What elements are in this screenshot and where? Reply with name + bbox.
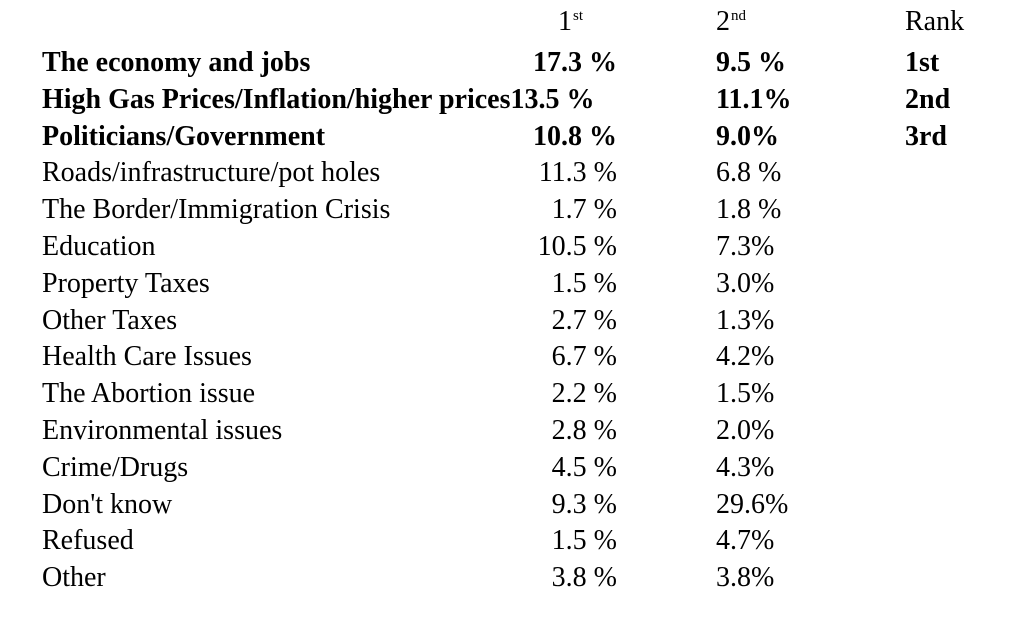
table-row: Environmental issues 2.8 % 2.0% [0,413,1036,449]
table-row: Crime/Drugs 4.5 % 4.3% [0,450,1036,486]
row-label: High Gas Prices/Inflation/higher prices [42,83,511,115]
table-row: The Abortion issue 2.2 % 1.5% [0,376,1036,412]
second-value: 7.3% [716,231,775,262]
first-value: 4.5 % [551,451,617,483]
table-row: The economy and jobs 17.3 % 9.5 % 1st [0,45,1036,81]
second-value: 1.8 % [716,194,782,226]
first-value: 13.5 % [510,83,595,115]
second-value: 1.3% [716,304,775,336]
row-label: Health Care Issues [42,341,252,373]
header-first: 1st [558,4,583,40]
first-value: 9.3 % [551,488,617,520]
second-value: 11.1% [716,83,792,115]
table-row: Education 10.5 % 7.3% [0,229,1036,265]
first-value: 6.7 % [551,341,617,373]
first-value: 1.7 % [551,194,617,226]
row-label: Refused [42,525,134,557]
first-value: 17.3 % [533,47,617,78]
first-value: 1.5 % [551,525,617,557]
first-value: 11.3 % [538,157,617,189]
header-rank: Rank [905,6,965,37]
row-label: The economy and jobs [42,47,311,78]
row-label: Other [42,562,106,594]
table-row: High Gas Prices/Inflation/higher prices1… [0,82,1036,118]
header-second: 2nd [716,4,746,40]
first-value: 3.8 % [551,562,617,594]
row-label: Politicians/Government [42,120,326,152]
table-row: Roads/infrastructure/pot holes 11.3 % 6.8 … [0,155,1036,191]
table-row: Don't know 9.3 % 29.6% [0,487,1036,523]
header-first-base: 1 [558,6,572,37]
row-label: Roads/infrastructure/pot holes [42,157,381,189]
row-label: Don't know [42,488,173,520]
table-row: Refused 1.5 % 4.7% [0,523,1036,559]
first-value: 2.2 % [551,378,617,410]
first-value: 10.8 % [533,120,617,152]
table-row: Other 3.8 % 3.8% [0,560,1036,596]
table-row: Politicians/Government 10.8 % 9.0% 3rd [0,119,1036,155]
second-value: 4.2% [716,341,775,373]
table-row: The Border/Immigration Crisis 1.7 % 1.8 % [0,192,1036,228]
rank-value: 3rd [905,120,947,152]
second-value: 4.3% [716,451,775,483]
table-row: Health Care Issues 6.7 % 4.2% [0,339,1036,375]
header-second-sup: nd [731,8,746,24]
second-value: 2.0% [716,415,775,446]
rank-value: 2nd [905,83,951,115]
row-label: The Abortion issue [42,378,256,410]
row-label: Environmental issues [42,415,283,446]
table-row: Other Taxes 2.7 % 1.3% [0,303,1036,339]
second-value: 3.8% [716,562,775,594]
row-label: Other Taxes [42,304,178,336]
second-value: 9.5 % [716,47,786,78]
row-label: Crime/Drugs [42,451,189,483]
header-second-base: 2 [716,6,730,37]
second-value: 6.8 % [716,157,782,189]
row-label: Property Taxes [42,267,210,299]
second-value: 3.0% [716,267,775,299]
first-value: 1.5 % [551,267,617,299]
second-value: 4.7% [716,525,775,557]
first-value: 10.5 % [537,231,617,262]
second-value: 9.0% [716,120,779,152]
table-row: Property Taxes 1.5 % 3.0% [0,266,1036,302]
row-label-with-first: High Gas Prices/Inflation/higher prices1… [42,82,594,118]
first-value: 2.8 % [551,415,617,446]
header-first-sup: st [573,8,584,24]
row-label: Education [42,231,156,262]
first-value: 2.7 % [551,304,617,336]
row-label: The Border/Immigration Crisis [42,194,391,226]
rank-value: 1st [905,47,940,78]
second-value: 29.6% [716,488,789,520]
second-value: 1.5% [716,378,775,410]
